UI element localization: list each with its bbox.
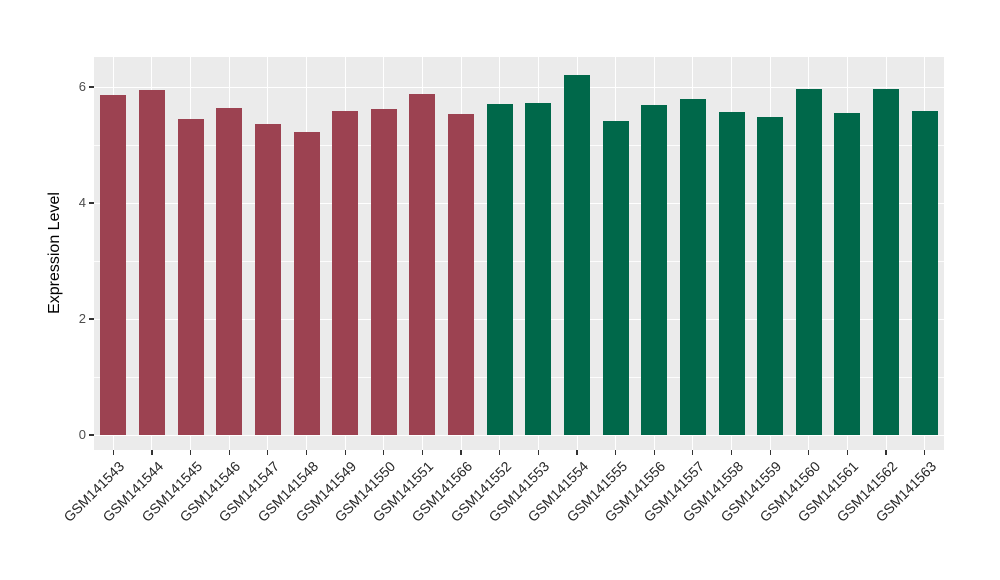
x-tick-mark xyxy=(151,450,153,455)
x-tick-mark xyxy=(924,450,926,455)
y-tick-mark xyxy=(89,318,94,320)
y-tick-label: 4 xyxy=(78,195,86,210)
x-tick-mark xyxy=(846,450,848,455)
x-tick-mark xyxy=(344,450,346,455)
x-tick-mark xyxy=(228,450,230,455)
plot-panel xyxy=(94,57,944,450)
bar xyxy=(293,132,320,435)
bar xyxy=(216,107,243,435)
x-tick-mark xyxy=(112,450,114,455)
bar xyxy=(448,114,475,435)
major-gridline xyxy=(94,435,944,437)
bar xyxy=(254,124,281,435)
y-tick-label: 6 xyxy=(78,79,86,94)
x-tick-mark xyxy=(267,450,269,455)
major-gridline xyxy=(94,203,944,205)
minor-gridline xyxy=(94,145,944,146)
bar xyxy=(641,104,668,435)
bar xyxy=(873,89,900,435)
x-tick-mark xyxy=(769,450,771,455)
bar xyxy=(409,93,436,435)
minor-gridline xyxy=(94,377,944,378)
bar xyxy=(370,109,397,435)
x-tick-mark xyxy=(189,450,192,455)
bar xyxy=(525,103,552,435)
y-tick-label: 2 xyxy=(78,311,86,326)
bar xyxy=(602,121,629,435)
x-tick-mark xyxy=(653,450,655,455)
bar xyxy=(757,117,784,435)
x-tick-mark xyxy=(576,450,578,455)
x-tick-mark xyxy=(808,450,810,455)
bar xyxy=(100,94,127,435)
horizontal-gridlines xyxy=(94,57,944,450)
bar xyxy=(679,99,706,435)
bar xyxy=(795,88,822,435)
y-tick-mark xyxy=(89,434,94,436)
bar xyxy=(486,104,513,435)
x-tick-mark xyxy=(421,450,423,455)
x-tick-mark xyxy=(383,450,385,455)
x-tick-mark xyxy=(885,450,887,455)
bars-layer xyxy=(94,57,944,435)
x-tick-mark xyxy=(692,450,694,455)
y-tick-label: 0 xyxy=(78,427,86,442)
x-tick-mark xyxy=(730,450,733,455)
minor-gridline xyxy=(94,261,944,262)
x-tick-mark xyxy=(305,450,308,455)
bar xyxy=(834,113,861,435)
x-tick-mark xyxy=(460,450,462,455)
bar xyxy=(564,75,590,435)
bar xyxy=(911,110,938,435)
y-tick-mark xyxy=(89,202,94,204)
major-gridline xyxy=(94,319,944,321)
y-tick-mark xyxy=(89,86,94,88)
bar xyxy=(718,111,745,435)
bar xyxy=(332,110,359,435)
x-tick-mark xyxy=(614,450,617,455)
bar xyxy=(138,90,165,435)
x-tick-mark xyxy=(537,450,539,455)
x-tick-mark xyxy=(499,450,501,455)
bar xyxy=(177,118,204,435)
major-gridline xyxy=(94,87,944,89)
